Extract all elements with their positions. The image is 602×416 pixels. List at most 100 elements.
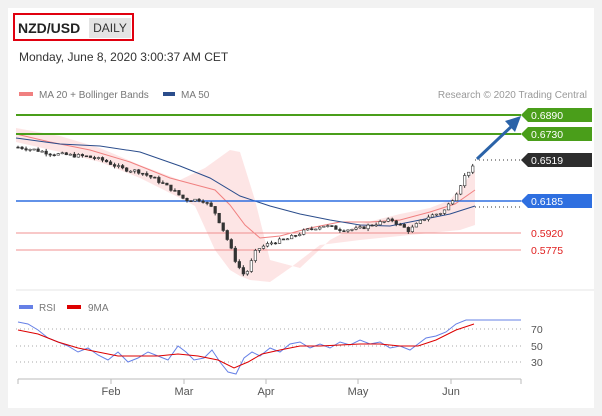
candle-body	[314, 228, 318, 231]
candle-body	[52, 154, 56, 157]
candle-body	[253, 250, 258, 261]
ma9-legend-label: 9MA	[88, 303, 109, 314]
candle-body	[32, 148, 36, 151]
candle-body	[306, 228, 310, 231]
candle-body	[334, 225, 338, 230]
candle-body	[88, 155, 93, 158]
candle-body	[76, 154, 80, 158]
chart-card	[8, 8, 594, 408]
candle-body	[362, 226, 366, 230]
candle-body	[209, 202, 213, 207]
candle-body	[394, 220, 398, 225]
candle-body	[318, 226, 322, 230]
ma50-line	[15, 137, 476, 227]
candle-body	[438, 213, 443, 215]
candle-body	[125, 167, 129, 172]
candle-body	[36, 148, 40, 152]
candle-body	[60, 152, 64, 155]
candle-body	[370, 224, 374, 227]
candle-body	[116, 165, 121, 167]
candle-body	[406, 227, 410, 232]
candle-body	[390, 218, 394, 222]
candle-body	[100, 157, 105, 161]
ma50-legend-label: MA 50	[181, 90, 210, 101]
candle-body	[149, 175, 153, 178]
candle-body	[16, 146, 20, 149]
candle-body	[257, 248, 262, 251]
candle-body	[72, 153, 76, 158]
candle-body	[145, 173, 149, 176]
candle-body	[398, 223, 402, 226]
candle-body	[153, 176, 157, 179]
credit-label: Research © 2020 Trading Central	[438, 90, 587, 101]
candle-body	[92, 157, 97, 159]
candle-body	[229, 239, 233, 249]
candle-body	[108, 161, 113, 165]
candle-body	[237, 261, 241, 268]
candle-body	[112, 164, 117, 167]
candle-body	[459, 185, 463, 195]
candlestick-series	[16, 145, 475, 277]
rsi-line	[17, 319, 521, 375]
candle-body	[286, 238, 290, 241]
level-value-4: 0.5920	[531, 228, 563, 240]
forecast-arrow-shaft	[475, 122, 516, 161]
candle-body	[414, 223, 418, 228]
level-label-1: 0.6730	[521, 127, 592, 141]
candle-body	[350, 229, 354, 231]
candle-body	[298, 234, 302, 236]
candle-body	[201, 200, 205, 203]
candle-body	[463, 175, 467, 187]
candle-body	[141, 172, 145, 175]
x-tick-apr: Apr	[257, 386, 274, 398]
level-label-2: 0.6519	[521, 153, 592, 167]
candle-body	[455, 193, 459, 202]
candle-body	[354, 227, 358, 230]
ma50-legend-swatch	[163, 92, 175, 96]
ma9-legend-swatch	[67, 305, 81, 309]
ma20-line	[15, 133, 476, 239]
candle-body	[366, 224, 370, 230]
level-value-5: 0.5775	[531, 245, 563, 257]
x-axis-ticks	[17, 379, 522, 384]
candle-body	[338, 229, 342, 232]
candle-body	[96, 157, 101, 159]
candle-body	[245, 271, 249, 275]
rsi-ma9-line	[17, 323, 475, 369]
candle-body	[434, 213, 439, 216]
candle-body	[48, 153, 52, 156]
rsi-tick-70: 70	[531, 324, 543, 336]
candle-body	[422, 219, 427, 221]
level-value-0: 0.6890	[531, 110, 563, 122]
candle-body	[378, 221, 382, 226]
chart-datetime: Monday, June 8, 2020 3:00:37 AM CET	[19, 50, 229, 64]
candle-body	[446, 203, 451, 211]
candle-body	[169, 184, 173, 191]
candle-body	[418, 219, 422, 224]
candle-body	[225, 230, 229, 240]
candle-body	[133, 169, 137, 172]
candle-body	[442, 209, 447, 214]
candle-body	[346, 229, 350, 232]
candle-body	[165, 182, 169, 186]
bollinger-band-area	[16, 128, 475, 282]
candle-body	[261, 245, 266, 249]
level-label-3: 0.6185	[521, 194, 592, 208]
candle-body	[290, 235, 294, 240]
candle-body	[241, 267, 245, 275]
candle-body	[185, 198, 189, 201]
candle-body	[402, 224, 406, 228]
symbol-header: NZD/USD DAILY	[13, 13, 134, 41]
candle-body	[273, 242, 278, 245]
candle-body	[84, 155, 89, 158]
period-button[interactable]: DAILY	[89, 18, 131, 38]
candle-body	[64, 152, 68, 156]
candle-body	[221, 222, 225, 231]
candle-body	[177, 190, 181, 196]
candle-body	[326, 225, 330, 227]
candle-body	[322, 225, 326, 228]
x-tick-may: May	[348, 386, 369, 398]
candle-body	[302, 229, 306, 235]
candle-body	[28, 149, 32, 151]
candle-body	[342, 230, 346, 233]
